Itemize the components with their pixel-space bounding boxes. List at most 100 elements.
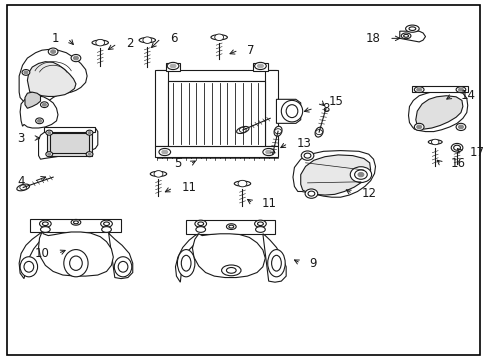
Polygon shape — [19, 49, 87, 116]
Polygon shape — [108, 232, 132, 279]
Ellipse shape — [69, 256, 82, 270]
Ellipse shape — [24, 71, 28, 74]
Bar — [50, 133, 89, 153]
Ellipse shape — [450, 143, 462, 152]
Polygon shape — [39, 128, 98, 159]
Ellipse shape — [36, 118, 43, 124]
Ellipse shape — [226, 224, 236, 229]
Ellipse shape — [413, 87, 423, 93]
Ellipse shape — [254, 62, 266, 69]
Ellipse shape — [46, 152, 53, 157]
Ellipse shape — [73, 56, 78, 60]
Ellipse shape — [24, 261, 34, 272]
Ellipse shape — [41, 226, 50, 232]
Ellipse shape — [458, 125, 463, 129]
Text: 3: 3 — [18, 131, 25, 145]
Ellipse shape — [238, 180, 246, 187]
Ellipse shape — [263, 148, 274, 156]
Ellipse shape — [139, 37, 155, 43]
Ellipse shape — [88, 153, 91, 155]
Ellipse shape — [48, 153, 51, 155]
Polygon shape — [168, 81, 265, 146]
Text: 12: 12 — [361, 187, 376, 200]
Polygon shape — [253, 63, 267, 71]
Ellipse shape — [455, 123, 465, 131]
Polygon shape — [186, 220, 274, 234]
Text: 9: 9 — [309, 257, 316, 270]
Ellipse shape — [198, 222, 203, 226]
Ellipse shape — [63, 249, 88, 277]
Ellipse shape — [20, 185, 26, 190]
Ellipse shape — [458, 88, 463, 91]
Ellipse shape — [226, 267, 236, 273]
Ellipse shape — [71, 54, 81, 62]
Ellipse shape — [401, 33, 410, 39]
Polygon shape — [44, 127, 95, 132]
Ellipse shape — [281, 100, 302, 122]
Ellipse shape — [102, 226, 111, 232]
Text: 4: 4 — [18, 175, 25, 188]
Ellipse shape — [254, 220, 266, 227]
Ellipse shape — [92, 40, 108, 45]
Ellipse shape — [315, 130, 322, 135]
Ellipse shape — [274, 129, 281, 134]
Polygon shape — [175, 234, 198, 282]
Ellipse shape — [416, 125, 421, 129]
Ellipse shape — [114, 257, 131, 277]
Ellipse shape — [357, 172, 363, 177]
Ellipse shape — [86, 152, 93, 157]
Ellipse shape — [51, 50, 56, 53]
Text: 8: 8 — [322, 102, 329, 115]
Text: 13: 13 — [296, 137, 311, 150]
Polygon shape — [20, 96, 58, 128]
Ellipse shape — [88, 132, 91, 134]
Text: 7: 7 — [247, 44, 254, 57]
Ellipse shape — [154, 171, 163, 177]
Ellipse shape — [413, 123, 423, 131]
Polygon shape — [407, 91, 467, 132]
Ellipse shape — [41, 102, 48, 108]
Text: 1: 1 — [51, 32, 59, 45]
Ellipse shape — [46, 130, 53, 135]
Ellipse shape — [267, 249, 285, 277]
Ellipse shape — [150, 171, 166, 176]
Ellipse shape — [239, 127, 246, 132]
Polygon shape — [415, 96, 462, 129]
Ellipse shape — [167, 62, 179, 69]
Polygon shape — [292, 150, 375, 197]
Ellipse shape — [455, 87, 465, 93]
Ellipse shape — [453, 145, 460, 150]
Ellipse shape — [96, 39, 104, 46]
Ellipse shape — [273, 126, 282, 136]
Ellipse shape — [195, 220, 206, 227]
Ellipse shape — [210, 35, 227, 40]
Ellipse shape — [307, 191, 314, 196]
Ellipse shape — [305, 189, 317, 198]
Polygon shape — [300, 155, 370, 195]
Ellipse shape — [17, 184, 29, 191]
Ellipse shape — [304, 153, 310, 158]
Ellipse shape — [20, 257, 38, 277]
Polygon shape — [47, 131, 92, 156]
Polygon shape — [265, 69, 278, 146]
Ellipse shape — [42, 222, 48, 226]
Text: 2: 2 — [126, 37, 133, 50]
Ellipse shape — [430, 139, 438, 145]
Ellipse shape — [118, 261, 128, 272]
Polygon shape — [30, 220, 121, 232]
Ellipse shape — [228, 225, 233, 228]
Polygon shape — [39, 232, 113, 276]
Polygon shape — [157, 69, 276, 81]
Ellipse shape — [101, 220, 112, 227]
Ellipse shape — [416, 88, 421, 91]
Text: 16: 16 — [449, 157, 464, 170]
Ellipse shape — [196, 226, 205, 232]
Ellipse shape — [236, 126, 248, 134]
Polygon shape — [25, 92, 41, 108]
Ellipse shape — [257, 222, 263, 226]
Text: 15: 15 — [328, 95, 343, 108]
Ellipse shape — [73, 221, 78, 224]
Ellipse shape — [177, 249, 195, 277]
Ellipse shape — [142, 37, 151, 44]
Ellipse shape — [181, 255, 191, 271]
